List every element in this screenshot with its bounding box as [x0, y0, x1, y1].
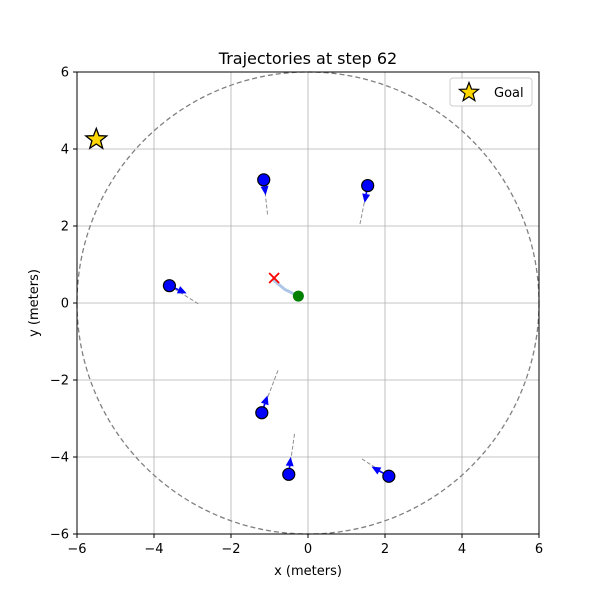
grid [76, 71, 540, 535]
x-tick-label-2: −2 [221, 542, 240, 557]
agent-2 [162, 279, 176, 293]
trails [169, 179, 390, 477]
y-tick-label-1: −4 [50, 451, 69, 466]
agent-arrowhead-5 [371, 466, 382, 475]
x-tick-label-6: 6 [535, 542, 543, 557]
x-axis-label: x (meters) [274, 564, 342, 579]
ego-agent [292, 290, 304, 302]
x-ticks: −6 −4 −2 0 2 4 6 [67, 534, 543, 557]
x-tick-label-5: 4 [458, 542, 466, 557]
x-tick-label-4: 2 [381, 542, 389, 557]
agent-1 [361, 178, 375, 193]
marks [84, 126, 396, 483]
y-tick-label-5: 4 [61, 143, 69, 158]
agent-arrowhead-1 [362, 193, 371, 203]
y-axis-label: y (meters) [27, 269, 42, 337]
agent-arrowhead-4 [285, 457, 294, 467]
legend-star-icon [457, 80, 481, 102]
legend-label-goal: Goal [494, 86, 524, 101]
x-tick-label-3: 0 [304, 542, 312, 557]
y-tick-label-4: 2 [61, 220, 69, 235]
agent-arrowhead-3 [260, 395, 269, 406]
target-x-marker [268, 272, 280, 284]
x-tick-label-0: −6 [67, 542, 86, 557]
legend: Goal [449, 77, 533, 107]
y-tick-label-0: −6 [50, 528, 69, 543]
goal-star [84, 126, 109, 150]
agent-3 [255, 406, 269, 420]
agent-5 [382, 469, 396, 483]
agent-arrowhead-0 [260, 185, 269, 196]
agent-0 [257, 173, 271, 187]
agent-4 [282, 467, 296, 481]
agent-arrowhead-2 [176, 286, 187, 294]
y-ticks: −6 −4 −2 0 2 4 6 [50, 66, 77, 543]
y-tick-label-6: 6 [61, 66, 69, 81]
target-x-stroke-b [268, 272, 280, 284]
agent-trail-4 [288, 433, 296, 475]
y-tick-label-2: −2 [50, 374, 69, 389]
chart-title: Trajectories at step 62 [218, 49, 397, 68]
y-tick-label-3: 0 [61, 297, 69, 312]
x-tick-label-1: −4 [144, 542, 163, 557]
